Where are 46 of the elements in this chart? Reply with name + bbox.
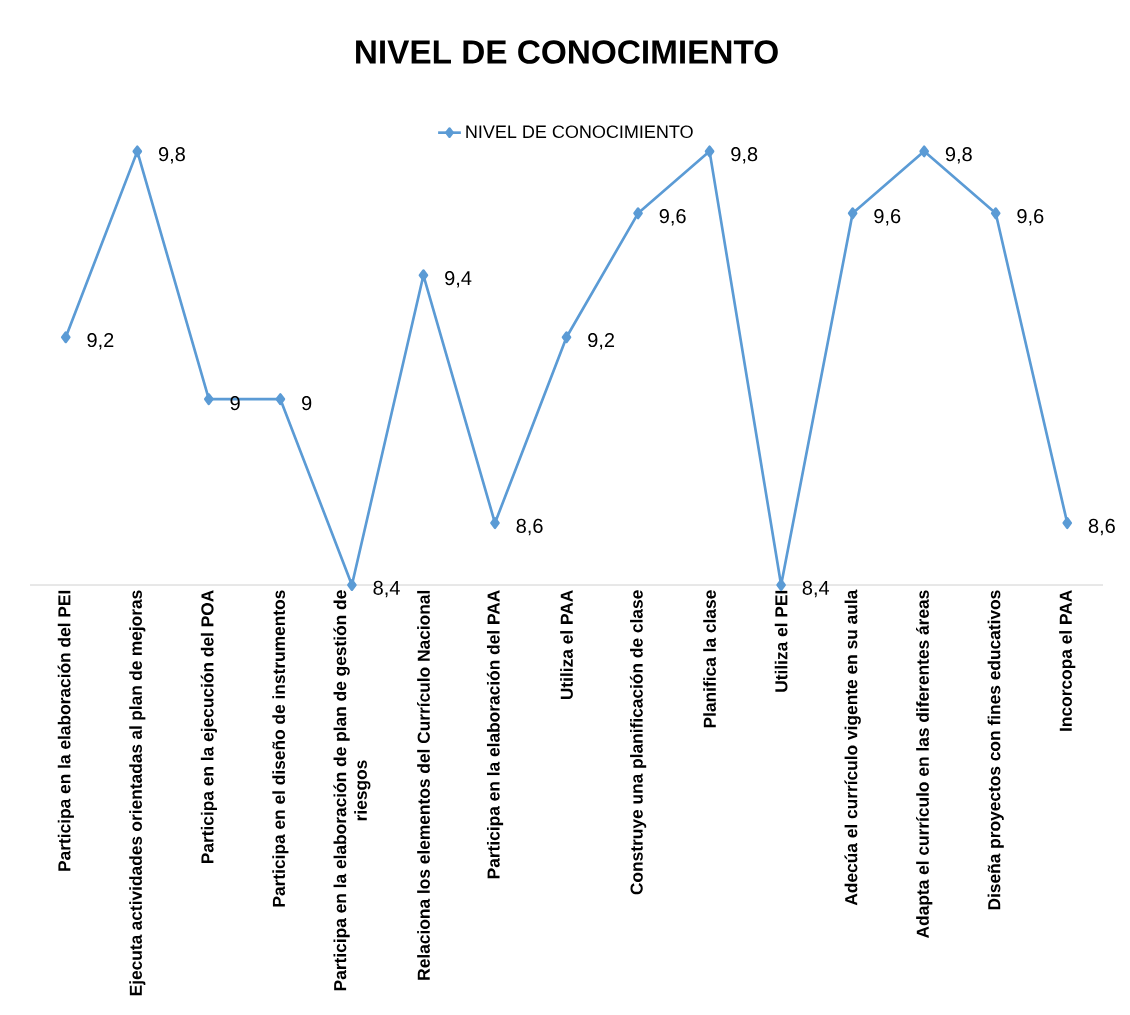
x-tick-label: Diseña proyectos con fines educativos	[987, 590, 1004, 910]
data-label: 8,4	[802, 580, 830, 598]
legend-label: NIVEL DE CONOCIMIENTO	[466, 125, 693, 139]
x-tick-label: Utiliza el PEI	[774, 590, 788, 692]
point	[919, 145, 930, 158]
data-label: 9,8	[945, 147, 972, 164]
point	[275, 393, 286, 406]
x-tick-label: Participa en la elaboración del PAA	[486, 590, 504, 879]
x-tick-label: Relaciona los elementos del Currículo Nacional	[417, 590, 430, 980]
point	[704, 145, 715, 158]
x-tick-label: Adecúa el currículo vigente en su aula	[844, 589, 861, 906]
data-label: 8,6	[516, 518, 543, 536]
x-tick-label: Participa en el diseño de instrumentos	[272, 590, 289, 907]
x-tick-label: Ejecuta actividades orientadas al plan de mejoras	[129, 590, 146, 996]
x-tick-label: Construye una planificación de clase	[629, 590, 647, 895]
data-label: 9	[230, 396, 240, 411]
x-tick-label: Utiliza el PAA	[560, 590, 573, 700]
point	[60, 331, 71, 344]
data-label: 9,2	[87, 332, 114, 350]
data-label: 9	[302, 396, 312, 411]
x-tick-label: Participa en la ejecución del POA	[200, 590, 217, 864]
data-label: 9,4	[445, 271, 472, 288]
point	[490, 517, 500, 530]
data-label: 9,6	[1017, 209, 1044, 226]
chart-title: NIVEL DE CONOCIMIENTO	[356, 40, 778, 64]
data-label: 9,6	[659, 209, 686, 226]
point	[418, 269, 429, 282]
data-label: 9,8	[731, 147, 758, 164]
data-label: 9,2	[588, 332, 615, 350]
x-tick-label: Participa en la elaboración de plan de gestión de riesgos	[333, 590, 371, 991]
x-tick-label: Planifica la clase	[703, 590, 716, 728]
x-tick-label: Adapta el currículo en las diferentes áreas	[916, 590, 933, 939]
x-tick-label: Participa en la elaboración del PEI	[57, 590, 74, 871]
data-label: 9,6	[874, 209, 901, 226]
point	[347, 579, 357, 592]
point	[204, 393, 214, 406]
data-label: 8,6	[1088, 518, 1115, 536]
data-label: 9,8	[158, 147, 185, 164]
point	[847, 207, 858, 220]
point	[633, 207, 643, 220]
data-label: 8,4	[373, 580, 400, 598]
point	[990, 207, 1001, 220]
x-tick-label: Incorcopa el PAA	[1059, 590, 1076, 731]
point	[561, 331, 572, 344]
point	[132, 145, 143, 158]
point	[1062, 517, 1073, 530]
